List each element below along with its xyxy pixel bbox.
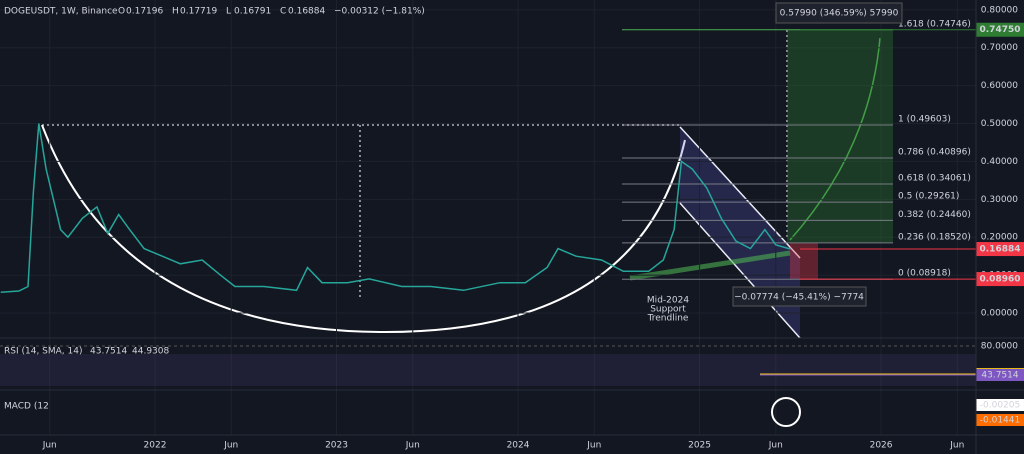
measure-down: −0.07774 (−45.41%) −7774	[734, 293, 864, 303]
x-tick-label: 2022	[144, 441, 167, 451]
price-badge	[976, 272, 1024, 287]
x-tick-label: Jun	[223, 441, 238, 451]
price-badge-label: 0.74750	[980, 25, 1021, 35]
fib-label: 0.382 (0.24460)	[898, 210, 971, 220]
y-tick-label: 0.60000	[981, 81, 1018, 91]
y-tick-label: 0.00000	[981, 309, 1018, 319]
y-tick-label: 0.20000	[981, 233, 1018, 243]
profit-zone	[787, 29, 893, 243]
support-trendline	[629, 250, 791, 281]
channel-fill	[680, 127, 800, 338]
ohlc-value: 0.16791	[234, 7, 271, 17]
x-tick-label: Jun	[586, 441, 601, 451]
ohlc-value: 0.17196	[126, 7, 163, 17]
x-tick-label: Jun	[768, 441, 783, 451]
price-badge	[976, 22, 1024, 37]
price-line	[0, 123, 791, 293]
rsi-title: RSI (14, SMA, 14)	[4, 347, 83, 357]
ohlc-value: 0.16884	[288, 7, 325, 17]
x-tick-label: 2026	[870, 441, 893, 451]
measure-up: 0.57990 (346.59%) 57990	[780, 9, 899, 19]
fib-label: 1.618 (0.74746)	[898, 19, 971, 29]
y-tick-label: 0.30000	[981, 195, 1018, 205]
ohlc-key: C	[280, 7, 286, 17]
rsi-sma-value: 44.9308	[132, 347, 169, 357]
chart-title: DOGEUSDT, 1W, Binance	[4, 7, 118, 17]
fib-label: 0.618 (0.34061)	[898, 173, 971, 183]
x-tick-label: Jun	[949, 441, 964, 451]
target-arrow	[789, 37, 881, 241]
support-note: Trendline	[647, 314, 689, 324]
measure-box	[775, 2, 903, 24]
x-tick-label: Jun	[42, 441, 57, 451]
rsi-value: 43.7514	[90, 347, 127, 357]
y-tick-label: 0.70000	[981, 43, 1018, 53]
fib-label: 1 (0.49603)	[898, 115, 951, 125]
x-tick-label: Jun	[405, 441, 420, 451]
measure-box	[732, 286, 867, 307]
fib-label: 0.236 (0.18520)	[898, 232, 971, 242]
change: −0.00312 (−1.81%)	[334, 7, 425, 17]
macd-badge-label: -0.01441	[980, 416, 1020, 426]
macd-badge-label: -0.00205	[980, 401, 1020, 411]
support-note: Mid-2024	[647, 296, 689, 306]
ohlc-key: L	[226, 7, 231, 17]
macd-badge	[976, 414, 1024, 426]
x-tick-label: 2023	[325, 441, 348, 451]
ohlc-key: O	[118, 7, 125, 17]
ohlc-value: 0.17719	[180, 7, 217, 17]
rsi-tick-label: 80.0000	[981, 342, 1018, 352]
fib-label: 0.5 (0.29261)	[898, 192, 959, 202]
price-badge	[976, 242, 1024, 257]
macd-badge	[976, 399, 1024, 411]
price-badge-label: 0.16884	[980, 245, 1021, 255]
x-tick-label: 2025	[688, 441, 711, 451]
rsi-badge-label: 43.7514	[981, 370, 1018, 380]
fib-label: 0 (0.08918)	[898, 269, 951, 279]
price-badge-label: 0.08960	[980, 275, 1021, 285]
rsi-band	[0, 354, 976, 386]
x-tick-label: 2024	[507, 441, 530, 451]
ohlc-key: H	[172, 7, 179, 17]
support-note: Support	[650, 305, 686, 315]
y-tick-label: 0.40000	[981, 157, 1018, 167]
macd-title: MACD (12	[4, 402, 49, 412]
highlight-circle	[771, 397, 801, 427]
rsi-badge	[976, 368, 1024, 381]
fib-label: 0.786 (0.40896)	[898, 148, 971, 158]
y-tick-label: 0.50000	[981, 119, 1018, 129]
loss-zone	[790, 242, 818, 280]
y-tick-label: 0.80000	[981, 5, 1018, 15]
